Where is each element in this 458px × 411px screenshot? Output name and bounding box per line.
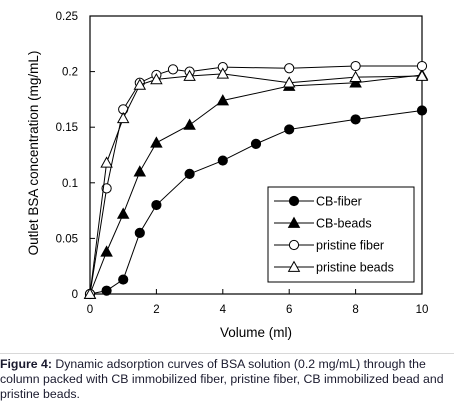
data-point (133, 165, 147, 177)
y-tick-label: 0.2 (62, 67, 78, 79)
data-point (134, 227, 145, 238)
caption-label: Figure 4: (0, 357, 52, 371)
legend-label: pristine fiber (316, 239, 384, 253)
data-point (83, 287, 97, 299)
legend-marker (287, 216, 301, 228)
data-point (183, 118, 196, 130)
data-point (101, 285, 112, 296)
data-point (151, 199, 162, 211)
plot-frame (89, 15, 423, 295)
data-point (150, 136, 163, 148)
data-point (100, 245, 113, 257)
legend-marker (288, 239, 300, 251)
data-point (116, 111, 130, 124)
data-point (116, 207, 130, 219)
data-point (350, 60, 361, 72)
y-tick-label: 0.05 (56, 233, 78, 245)
chart-figure: 0 2 4 6 8 10 0 0.05 0.1 0.15 0.2 0.25 CB-fiber CB-be… (26, 11, 429, 340)
data-point (415, 69, 429, 81)
data-point (284, 124, 295, 135)
caption-text: Dynamic adsorption curves of BSA solutio… (0, 357, 444, 401)
data-point (349, 76, 362, 88)
x-tick-label: 0 (87, 304, 93, 316)
data-point (217, 155, 228, 166)
data-point (216, 67, 230, 79)
chart-series (83, 60, 429, 300)
y-tick-label: 0.15 (56, 122, 78, 134)
data-point (183, 69, 196, 81)
series-line (89, 73, 423, 295)
x-tick-label: 10 (416, 304, 429, 316)
x-tick-label: 6 (286, 304, 292, 316)
data-point (101, 183, 112, 194)
chart-legend: CB-fiber CB-beads pristine fiber pristine b… (267, 186, 415, 283)
legend-marker (287, 260, 301, 272)
data-point (284, 63, 295, 74)
data-point (349, 70, 362, 82)
figure-caption: Figure 4: Dynamic adsorption curves of B… (0, 353, 454, 402)
data-point (133, 78, 147, 90)
data-point (216, 94, 230, 106)
series-line (89, 74, 423, 295)
y-tick-label: 0.1 (62, 178, 78, 190)
legend-label: CB-beads (316, 217, 372, 231)
legend-label: CB-fiber (316, 195, 362, 209)
data-point (250, 138, 262, 149)
y-tick-label: 0.25 (56, 11, 78, 23)
data-point (350, 114, 361, 125)
data-point (118, 274, 129, 285)
x-tick-label: 4 (220, 304, 227, 316)
chart-axes: 0 2 4 6 8 10 0 0.05 0.1 0.15 0.2 0.25 (56, 11, 429, 316)
series-3 (83, 67, 429, 299)
legend-label: pristine beads (316, 261, 394, 275)
x-tick-label: 8 (352, 304, 358, 316)
data-point (150, 72, 163, 85)
data-point (416, 105, 428, 116)
legend-marker (288, 195, 300, 207)
data-point (184, 168, 195, 180)
y-tick-label: 0 (72, 289, 78, 301)
data-point (416, 60, 428, 72)
data-point (167, 64, 179, 75)
data-point (100, 156, 113, 168)
x-axis-label: Volume (ml) (220, 325, 292, 340)
y-axis-label: Outlet BSA concentration (mg/mL) (26, 51, 41, 256)
data-point (282, 76, 296, 88)
x-tick-label: 2 (153, 304, 159, 316)
series-0 (84, 105, 428, 300)
